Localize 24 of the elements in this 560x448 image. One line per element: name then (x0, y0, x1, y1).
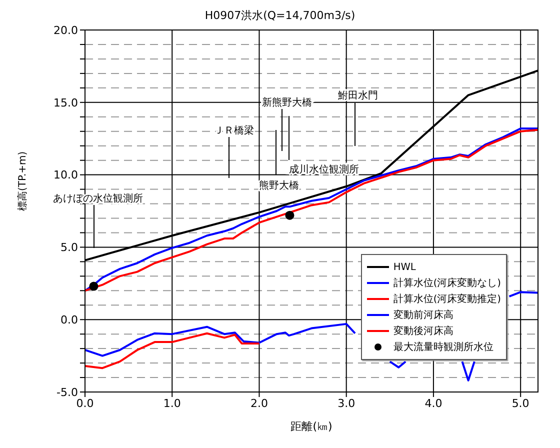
y-tick-label: 10.0 (54, 168, 78, 182)
x-tick-label: 0.0 (76, 396, 94, 410)
x-tick-label: 5.0 (512, 396, 530, 410)
annotation: 熊野大橋 (259, 180, 299, 192)
chart-title: H0907洪水(Q=14,700m3/s) (204, 8, 356, 23)
y-tick-label: -5.0 (56, 386, 78, 399)
x-tick-label: 3.0 (338, 396, 356, 410)
legend-label: 変動前河床高 (393, 308, 454, 322)
x-axis-title: 距離(㎞) (290, 420, 332, 433)
line-series (85, 332, 260, 370)
y-axis-title: 標高(TP.+m) (16, 151, 29, 211)
y-tick-label: 5.0 (60, 241, 78, 254)
legend-label: 計算水位(河床変動推定) (393, 292, 501, 306)
y-tick-label: 0.0 (60, 314, 78, 327)
x-tick-label: 4.0 (424, 396, 442, 410)
legend-label: 計算水位(河床変動なし) (393, 276, 501, 290)
y-tick-label: 15.0 (54, 96, 78, 110)
legend-label: 最大流量時観測所水位 (393, 340, 494, 354)
y-tick-label: 20.0 (54, 24, 78, 37)
x-tick-label: 1.0 (163, 396, 181, 410)
annotation: ＪＲ橋梁 (214, 124, 254, 136)
x-tick-label: 2.0 (250, 396, 268, 410)
legend-label: 変動後河床高 (393, 324, 454, 338)
legend-label: HWL (393, 262, 416, 272)
